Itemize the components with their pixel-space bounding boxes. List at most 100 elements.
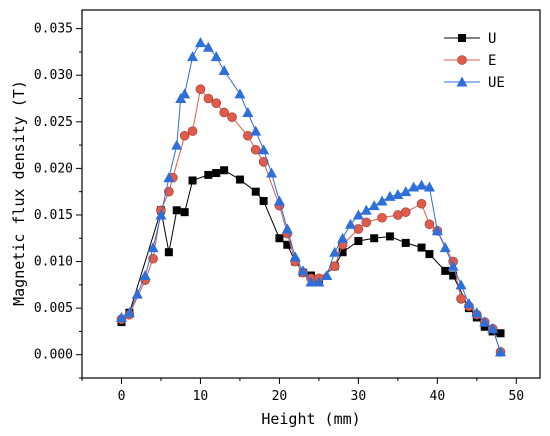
data-point-ue (423, 181, 435, 192)
data-point-u (164, 248, 173, 257)
data-point-ue (392, 188, 404, 199)
data-point-ue (179, 88, 191, 99)
data-point-u (449, 271, 458, 280)
data-point-e (377, 212, 387, 223)
data-point-e (361, 217, 372, 228)
legend-marker-u (458, 34, 466, 42)
data-point-u (212, 169, 221, 178)
data-point-ue (250, 125, 262, 136)
data-point-u (496, 329, 505, 338)
data-point-e (187, 126, 198, 136)
data-point-ue (471, 307, 483, 318)
data-point-u (385, 232, 394, 241)
data-point-ue (360, 204, 372, 215)
data-point-u (235, 175, 244, 184)
legend: UE UE (444, 31, 505, 91)
data-point-ue (344, 218, 356, 229)
data-point-u (251, 187, 260, 196)
y-tick-label: 0.015 (34, 208, 73, 223)
data-point-ue (487, 323, 499, 334)
data-point-ue (416, 179, 428, 190)
data-point-e (424, 219, 435, 230)
data-point-u (370, 234, 379, 243)
data-point-ue (289, 251, 301, 262)
data-point-ue (400, 186, 412, 197)
data-point-ue (131, 288, 143, 299)
data-point-ue (155, 209, 167, 220)
data-point-e (179, 130, 190, 141)
y-tick-label: 0.000 (34, 348, 73, 363)
data-point-u (401, 238, 410, 247)
series-layer (115, 37, 507, 357)
data-point-e (211, 98, 222, 108)
data-point-e (219, 107, 229, 118)
data-point-u (180, 208, 189, 217)
data-point-ue (431, 225, 443, 236)
data-point-ue (163, 172, 175, 183)
data-point-e (203, 93, 214, 104)
data-point-ue (194, 37, 206, 48)
y-tick-label: 0.010 (34, 255, 73, 270)
y-tick-label: 0.035 (34, 22, 73, 37)
data-point-u (283, 240, 292, 249)
data-point-e (250, 144, 261, 155)
data-point-e (400, 207, 411, 217)
legend-label-ue: UE (488, 75, 505, 91)
data-point-ue (202, 41, 214, 52)
data-point-ue (123, 307, 135, 318)
data-point-ue (439, 242, 451, 253)
legend-marker-ue (456, 76, 468, 87)
data-point-ue (368, 200, 380, 211)
data-point-ue (187, 51, 199, 62)
y-tick-label: 0.005 (34, 301, 73, 316)
data-point-u (441, 266, 450, 275)
x-tick-label: 40 (430, 389, 446, 404)
data-point-u (338, 248, 347, 257)
data-point-e (195, 84, 206, 94)
data-point-ue (447, 260, 459, 271)
legend-label-u: U (488, 31, 496, 47)
y-tick-label: 0.025 (34, 115, 73, 130)
x-tick-label: 50 (508, 389, 524, 404)
data-point-u (354, 237, 363, 246)
y-tick-label: 0.020 (34, 161, 73, 176)
data-point-ue (281, 223, 293, 234)
data-point-u (220, 166, 229, 175)
data-point-u (188, 176, 197, 185)
x-tick-label: 0 (118, 389, 126, 404)
legend-marker-e (457, 55, 467, 65)
data-point-ue (258, 144, 270, 155)
data-point-e (456, 294, 466, 304)
data-point-u (425, 250, 434, 259)
data-point-ue (234, 88, 246, 99)
data-point-ue (495, 346, 507, 357)
data-point-ue (313, 276, 325, 287)
legend-label-e: E (488, 53, 496, 69)
y-axis-title: Magnetic flux density (T) (10, 80, 28, 306)
data-point-u (259, 196, 268, 205)
data-point-ue (218, 65, 230, 76)
data-point-u (204, 170, 213, 179)
x-axis-title: Height (mm) (261, 410, 360, 428)
data-point-ue (329, 246, 341, 257)
data-point-u (275, 234, 284, 243)
data-point-ue (337, 232, 349, 243)
x-tick-label: 10 (193, 389, 209, 404)
x-tick-label: 20 (272, 389, 288, 404)
data-point-e (243, 130, 253, 141)
data-point-ue (266, 167, 278, 178)
data-point-u (417, 243, 426, 252)
data-point-e (416, 198, 427, 209)
data-point-e (353, 224, 364, 234)
data-point-ue (463, 297, 475, 308)
data-point-ue (139, 270, 151, 281)
data-point-ue (273, 195, 285, 206)
x-tick-label: 30 (351, 389, 367, 404)
axes-layer: 0 10 20 30 40 50 0.000 0.005 0.010 0.015 0.020 0.02… (34, 9, 541, 404)
series-ue (115, 37, 507, 357)
data-point-ue (479, 316, 491, 327)
data-point-ue (321, 270, 333, 281)
data-point-ue (352, 209, 364, 220)
